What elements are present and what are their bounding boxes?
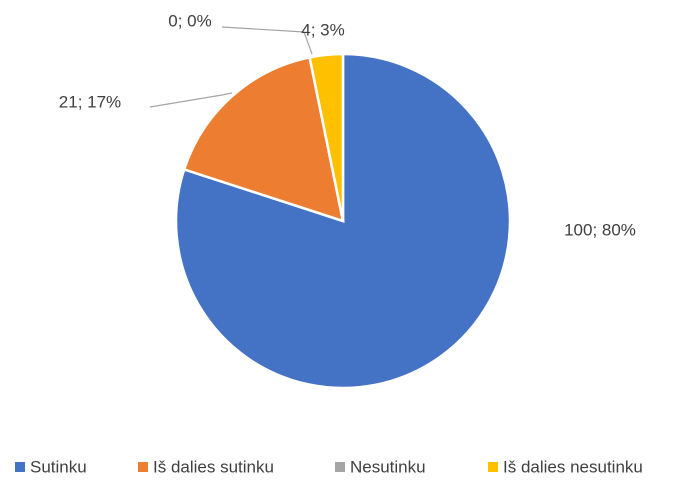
legend-label: Nesutinku	[350, 457, 426, 476]
legend-swatch	[335, 462, 345, 472]
pie-slice	[174, 52, 512, 390]
leader-line	[149, 92, 233, 108]
data-label: 100; 80%	[564, 220, 636, 239]
data-label: 4; 3%	[301, 20, 344, 39]
legend-swatch	[138, 462, 148, 472]
data-label: 21; 17%	[59, 92, 121, 111]
leader-line	[221, 26, 313, 55]
pie-slice	[308, 52, 345, 222]
slices	[174, 52, 512, 390]
legend-swatch	[488, 462, 498, 472]
legend-swatch	[15, 462, 25, 472]
legend-label: Iš dalies nesutinku	[503, 457, 643, 476]
data-label: 0; 0%	[168, 11, 211, 30]
pie-slice	[182, 55, 345, 223]
legend-label: Iš dalies sutinku	[153, 457, 274, 476]
legend-label: Sutinku	[30, 457, 87, 476]
